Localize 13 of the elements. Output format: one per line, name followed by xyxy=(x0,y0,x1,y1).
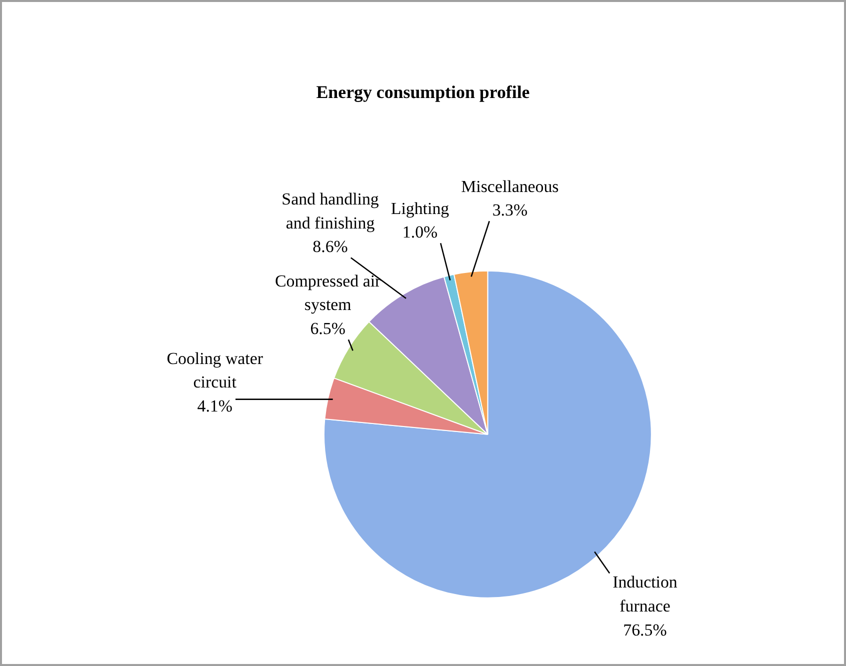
slice-label: Cooling water circuit xyxy=(166,348,264,392)
slice-label: Induction furnace xyxy=(612,572,678,616)
data-label: 3.3% xyxy=(492,200,528,220)
data-label: 8.6% xyxy=(312,237,348,256)
data-label: 4.1% xyxy=(197,396,232,416)
slice-label: Compressed air system xyxy=(275,271,382,314)
data-label: 6.5% xyxy=(310,319,346,338)
slice-label: Sand handling and finishing xyxy=(282,190,380,232)
data-label: 1.0% xyxy=(402,222,438,242)
chart-title: Energy consumption profile xyxy=(316,82,530,102)
data-label: 76.5% xyxy=(623,620,667,640)
slice-label: Miscellaneous xyxy=(461,176,559,196)
slice-label: Lighting xyxy=(390,198,450,218)
